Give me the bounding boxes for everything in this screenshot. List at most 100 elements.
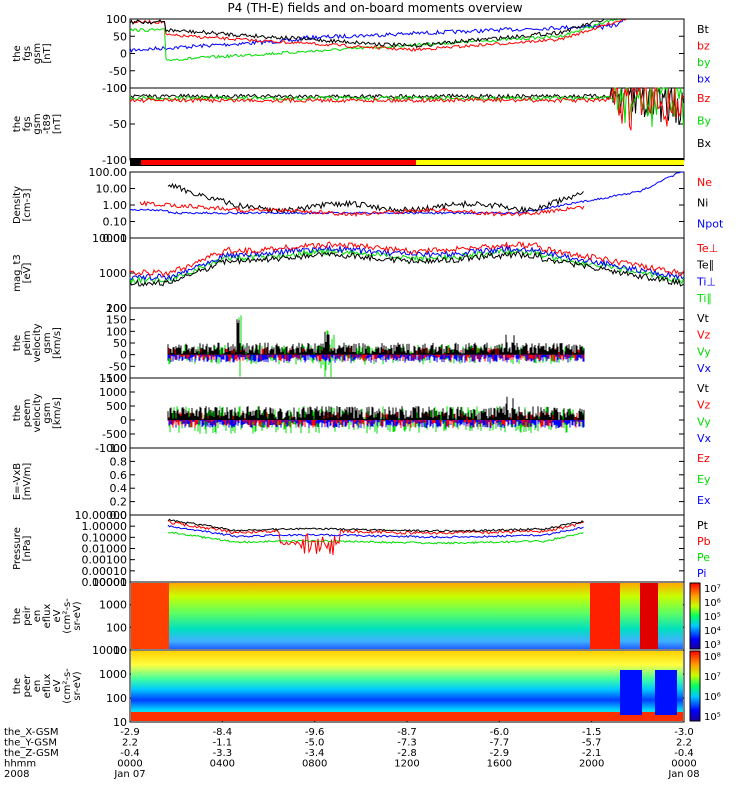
y-axis-label: Pressure: [12, 527, 23, 570]
series-ti-perp: [129, 244, 684, 282]
legend-Npot: Npot: [697, 217, 724, 230]
y-tick-label: 0.00100: [82, 554, 128, 567]
xaxis-value: -5.7: [582, 738, 602, 749]
xaxis-value: -3.3: [213, 748, 233, 759]
y-axis-label: en: [32, 610, 43, 623]
panel-frame: [129, 307, 685, 379]
legend-Ey: Ey: [697, 473, 711, 486]
spectrogram-hot: [590, 583, 620, 649]
y-tick-label: 0: [120, 48, 127, 61]
y-axis-label: [nT]: [52, 114, 63, 134]
colorbar: [689, 650, 701, 722]
y-tick-label: 50: [113, 337, 127, 350]
y-axis-label: the: [12, 608, 23, 624]
xaxis-value: -1.1: [213, 738, 233, 749]
y-tick-label: 0.2: [110, 496, 128, 509]
legend-By: By: [697, 115, 712, 128]
series-ti-par: [129, 247, 684, 285]
series-te-perp: [129, 241, 684, 277]
legend-Bz: Bz: [697, 92, 711, 105]
y-tick-label: 0: [120, 414, 127, 427]
legend-Te⊥: Te⊥: [696, 242, 718, 255]
xaxis-value: -9.6: [305, 727, 325, 738]
legend-bx: bx: [697, 72, 711, 85]
y-tick-label: 1500: [99, 372, 127, 385]
xaxis-value: -2.8: [397, 748, 417, 759]
y-tick-label: -100: [102, 82, 127, 95]
xaxis-value: Jan 08: [667, 769, 699, 780]
colorbar-tick: 10⁶: [704, 598, 721, 609]
y-tick-label: 0.00010: [82, 565, 128, 578]
xaxis-value: 0000: [117, 759, 142, 770]
y-tick-label: 0.10: [103, 216, 128, 229]
y-tick-label: 0.01000: [82, 543, 128, 556]
y-tick-label: 100.00: [89, 166, 128, 179]
y-axis-label: eflux: [42, 674, 53, 699]
xaxis-value: 2000: [579, 759, 604, 770]
y-tick-label: 0: [120, 349, 127, 362]
y-axis-label: [eV]: [22, 263, 33, 284]
y-axis-label: [km/s]: [52, 397, 63, 429]
y-axis-label: the: [12, 405, 23, 421]
y-tick-label: 0.8: [110, 455, 128, 468]
legend-Vz: Vz: [697, 329, 711, 342]
y-tick-label: 10: [113, 644, 127, 657]
series-pi: [167, 524, 584, 539]
y-axis-label: mag_t3: [12, 254, 23, 292]
legend-bz: bz: [697, 39, 710, 52]
y-tick-label: 1.0: [110, 442, 128, 455]
y-tick-label: -1000: [95, 442, 127, 455]
xaxis-value: 1600: [487, 759, 512, 770]
y-axis-label: gsm: [42, 402, 53, 423]
series-vt: [167, 396, 585, 420]
legend-Ti⊥: Ti⊥: [696, 275, 716, 288]
y-tick-label: 100: [106, 302, 127, 315]
xaxis-value: -7.3: [397, 738, 417, 749]
y-axis-label: [nT]: [42, 43, 53, 63]
y-axis-label: velocity: [32, 323, 43, 362]
y-tick-label: 100: [106, 325, 127, 338]
y-tick-label: 0: [120, 82, 127, 95]
spectrogram-fill: [131, 651, 683, 721]
y-axis-label: the: [12, 45, 23, 61]
y-tick-label: -50: [109, 65, 127, 78]
panel-frame: [129, 18, 685, 89]
xaxis-value: 0000: [671, 759, 696, 770]
y-tick-label: 0.6: [110, 469, 128, 482]
panel-fgs_t89: 0 -50 -100 the fgs gsm -t89 [nT] Bz By Bx: [12, 82, 712, 167]
orbit-bar-red: [141, 160, 416, 165]
panel-fgs: 100 50 0 -50 -100 the fgs gsm [nT] Bt bz by bx: [12, 13, 711, 95]
xaxis-value: -2.1: [582, 748, 602, 759]
panel-peer_eflux: 10000 1000 100 10 the peer en eflux eV (cm²-s-sr-…: [12, 644, 685, 729]
y-tick-label: 200: [106, 302, 127, 315]
series-pt: [167, 518, 584, 533]
colorbar-tick: 10⁴: [704, 626, 721, 637]
colorbar-tick: 10⁶: [704, 692, 721, 703]
legend-Ni: Ni: [697, 197, 708, 210]
legend-Vt: Vt: [697, 382, 710, 395]
y-tick-label: 1.00: [103, 199, 128, 212]
y-axis-label: velocity: [32, 393, 43, 432]
y-tick-label: -100: [102, 372, 127, 385]
y-axis-label: eV: [52, 609, 63, 622]
colorbar-tick: 10³: [704, 640, 721, 651]
y-axis-label: [km/s]: [52, 327, 63, 359]
y-tick-label: 500: [106, 400, 127, 413]
xaxis-value: -3.0: [674, 727, 694, 738]
xaxis-value: -1.5: [582, 727, 602, 738]
y-tick-label: 10: [113, 716, 127, 729]
y-axis-label: gsm: [42, 332, 53, 353]
y-axis-label: (cm²-s-: [62, 668, 73, 704]
xaxis-value: -8.4: [213, 727, 233, 738]
y-tick-label: -50: [109, 118, 127, 131]
legend-Vx: Vx: [697, 432, 712, 445]
series-ne: [139, 200, 585, 218]
spectrogram-hot: [131, 712, 683, 721]
y-tick-label: 0.4: [110, 482, 128, 495]
y-axis-label: (cm²-s-: [62, 598, 73, 634]
xaxis-row-label: 2008: [4, 769, 29, 780]
legend-Ex: Ex: [697, 494, 711, 507]
series-bz: [129, 18, 684, 52]
xaxis-value: -3.4: [305, 748, 325, 759]
